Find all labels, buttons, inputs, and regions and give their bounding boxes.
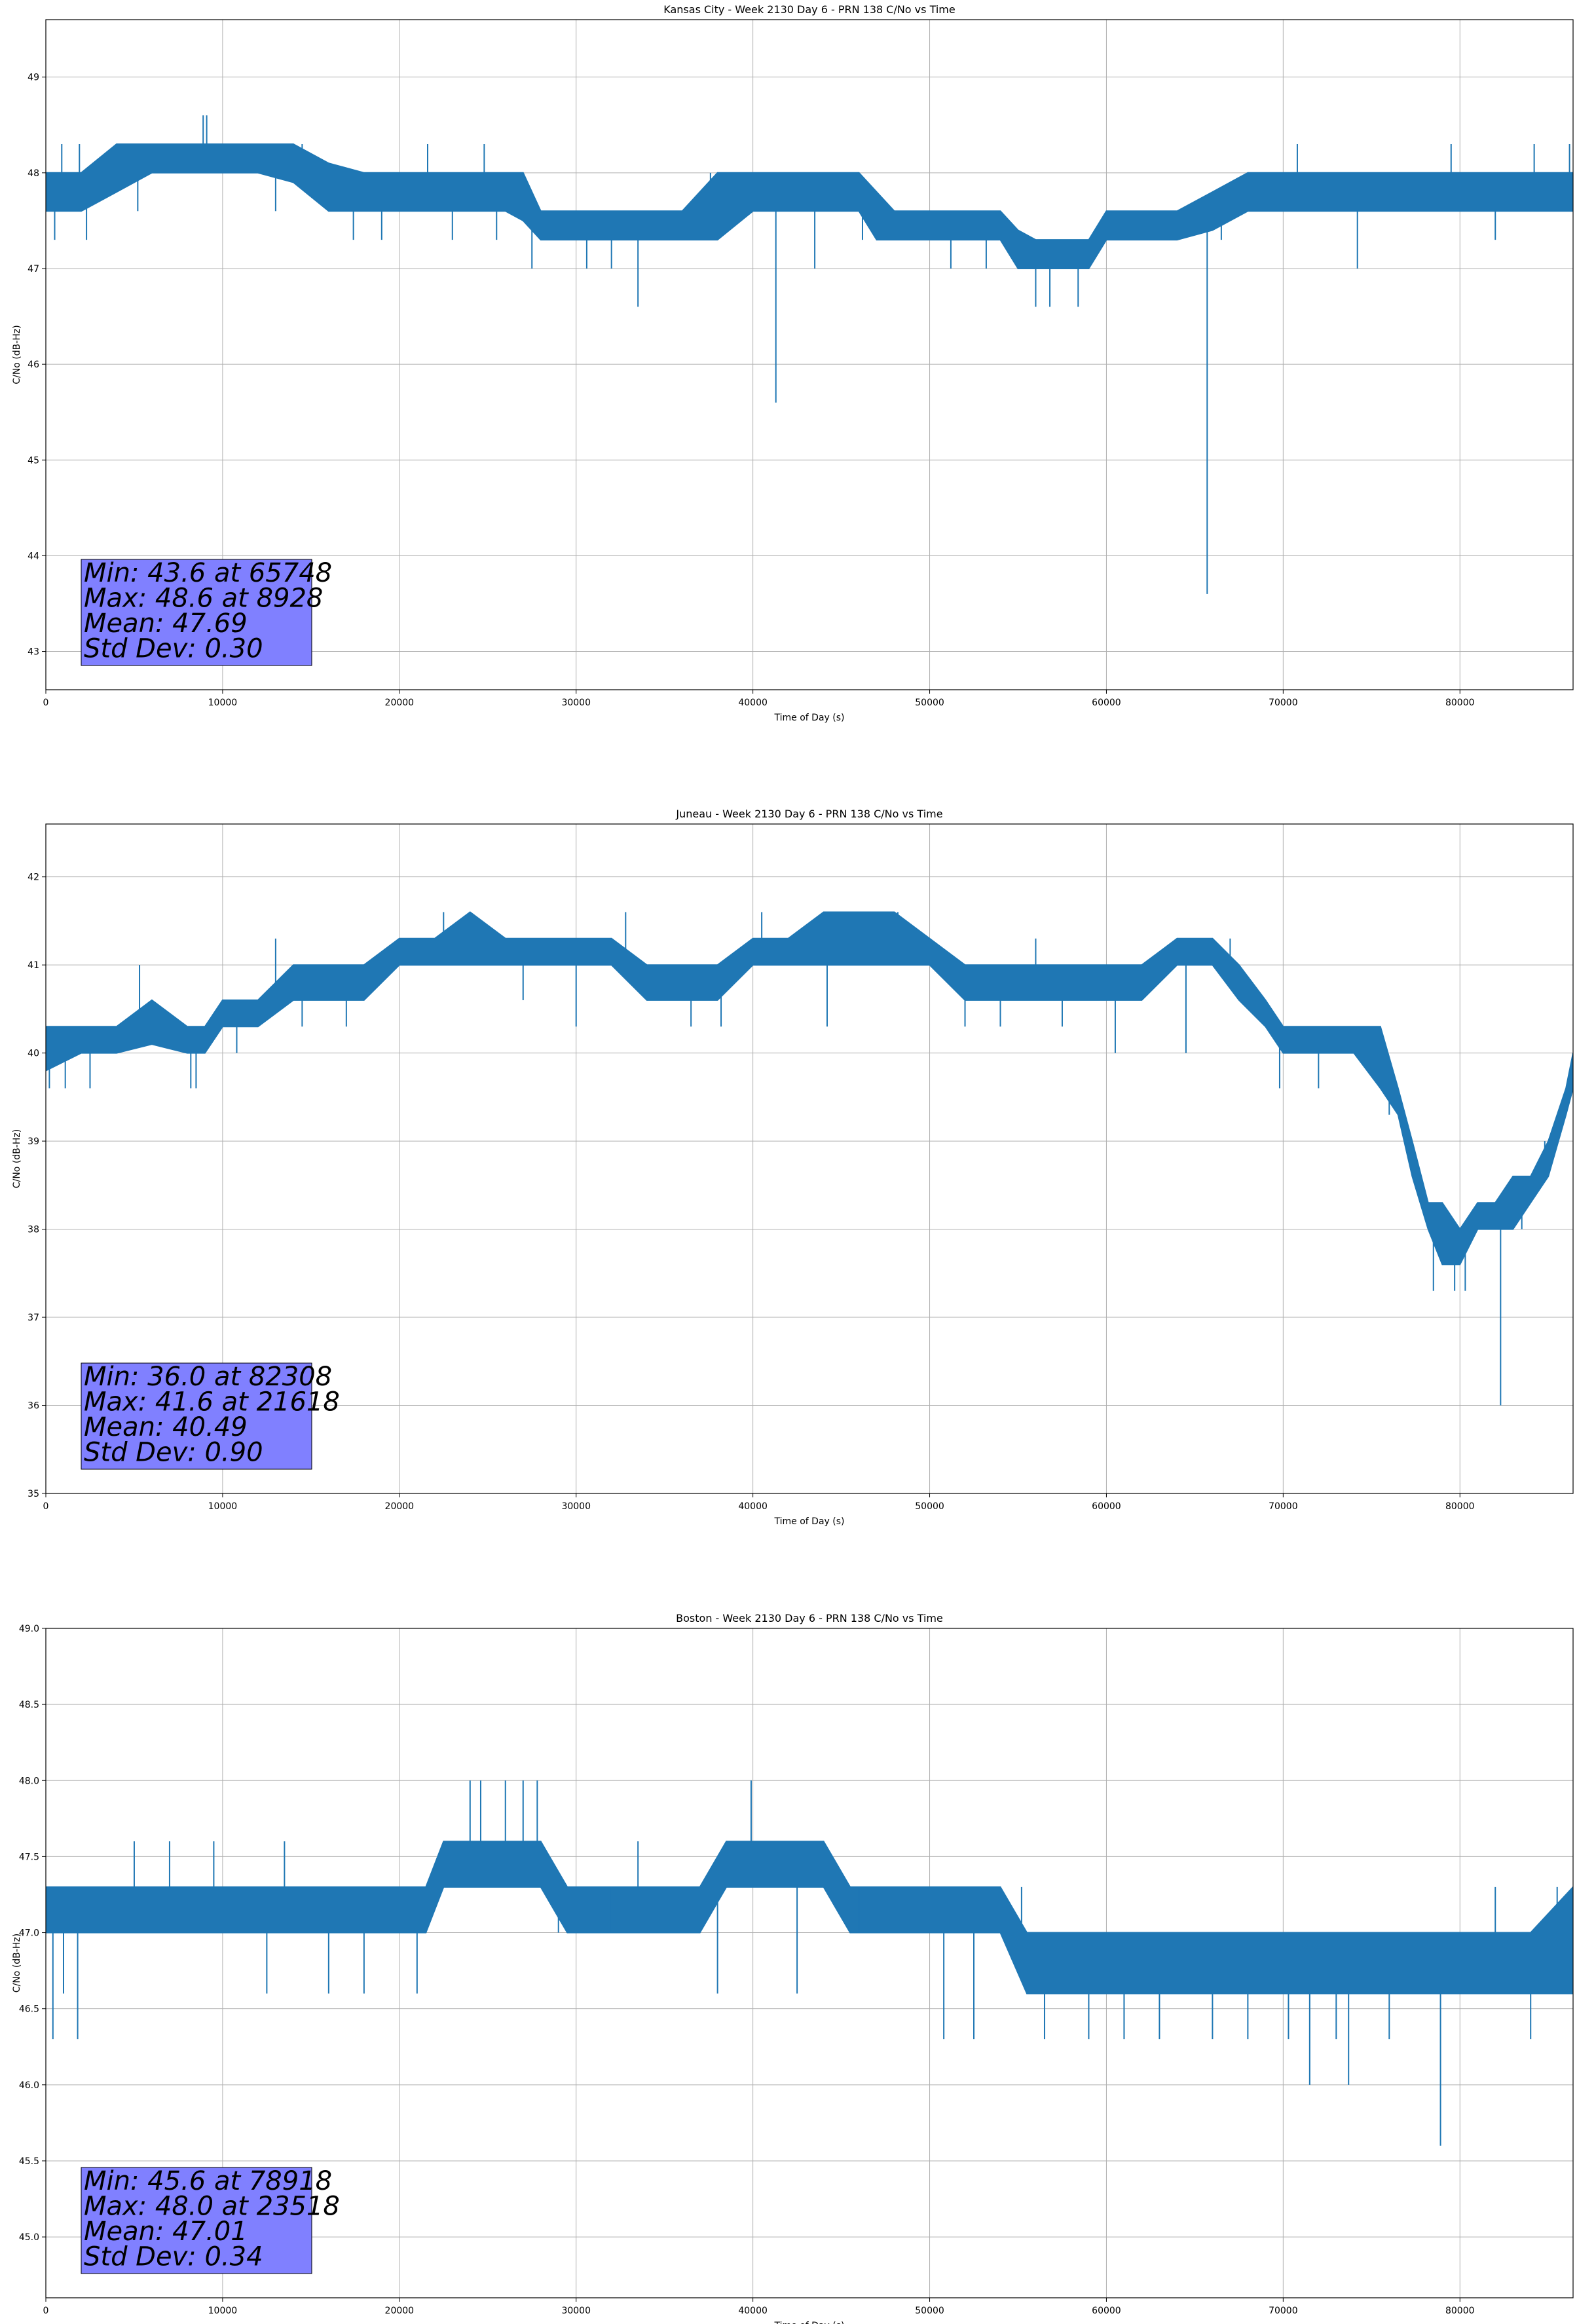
stats-line: Max: 48.6 at 8928 — [84, 584, 323, 614]
stats-line: Min: 43.6 at 65748 — [84, 558, 332, 588]
chart-title: Juneau - Week 2130 Day 6 - PRN 138 C/No … — [675, 808, 942, 820]
y-tick-label: 49.0 — [19, 1624, 39, 1634]
x-tick-label: 70000 — [1269, 698, 1298, 708]
x-tick-label: 30000 — [561, 1501, 591, 1512]
x-tick-label: 60000 — [1092, 2306, 1121, 2316]
y-tick-label: 48.5 — [19, 1700, 39, 1710]
x-tick-label: 80000 — [1445, 2306, 1475, 2316]
stats-line: Min: 45.6 at 78918 — [84, 2166, 332, 2196]
stats-box — [81, 1362, 312, 1470]
x-tick-label: 70000 — [1269, 2306, 1298, 2316]
y-tick-label: 42 — [28, 872, 39, 883]
x-tick-label: 0 — [43, 1501, 49, 1512]
y-tick-label: 47.0 — [19, 1928, 39, 1939]
x-tick-label: 10000 — [208, 698, 238, 708]
stats-line: Std Dev: 0.34 — [84, 2242, 263, 2272]
y-tick-label: 40 — [28, 1049, 39, 1059]
x-tick-label: 50000 — [915, 2306, 944, 2316]
x-tick-label: 30000 — [561, 698, 591, 708]
x-tick-label: 20000 — [385, 1501, 415, 1512]
y-tick-label: 35 — [28, 1489, 39, 1499]
cno-band — [46, 911, 1573, 1265]
x-axis-label: Time of Day (s) — [774, 2321, 845, 2324]
y-tick-label: 45.0 — [19, 2232, 39, 2243]
cno-band — [46, 1841, 1573, 1995]
x-tick-label: 0 — [43, 2306, 49, 2316]
axes-frame — [45, 19, 1574, 690]
y-tick-label: 47.5 — [19, 1852, 39, 1862]
chart-title: Boston - Week 2130 Day 6 - PRN 138 C/No … — [676, 1612, 943, 1624]
x-axis-label: Time of Day (s) — [774, 713, 845, 723]
x-tick-label: 50000 — [915, 1501, 944, 1512]
y-tick-label: 46.0 — [19, 2080, 39, 2091]
y-axis-label: C/No (dB-Hz) — [12, 325, 22, 384]
chart-title: Kansas City - Week 2130 Day 6 - PRN 138 … — [663, 3, 955, 16]
stats-line: Min: 36.0 at 82308 — [84, 1362, 332, 1392]
x-axis-label: Time of Day (s) — [774, 1516, 845, 1527]
chart-panel-1: Kansas City - Week 2130 Day 6 - PRN 138 … — [12, 3, 1574, 723]
cno-series — [46, 911, 1573, 1406]
y-tick-label: 43 — [28, 647, 39, 658]
y-tick-label: 48.0 — [19, 1776, 39, 1786]
y-tick-label: 47 — [28, 264, 39, 274]
y-tick-label: 36 — [28, 1401, 39, 1412]
chart-panel-2: Juneau - Week 2130 Day 6 - PRN 138 C/No … — [12, 808, 1574, 1527]
x-tick-label: 10000 — [208, 1501, 238, 1512]
x-tick-label: 10000 — [208, 2306, 238, 2316]
y-tick-label: 45.5 — [19, 2156, 39, 2167]
x-tick-label: 60000 — [1092, 1501, 1121, 1512]
x-tick-label: 50000 — [915, 698, 944, 708]
stats-line: Max: 41.6 at 21618 — [84, 1387, 340, 1417]
stats-line: Mean: 40.49 — [84, 1412, 248, 1442]
axes-frame — [45, 1628, 1574, 2298]
y-tick-label: 37 — [28, 1313, 39, 1323]
stats-box — [81, 2167, 312, 2274]
y-axis-label: C/No (dB-Hz) — [12, 1129, 22, 1188]
x-tick-label: 80000 — [1445, 1501, 1475, 1512]
chart-panel-3: Boston - Week 2130 Day 6 - PRN 138 C/No … — [12, 1612, 1574, 2324]
x-tick-label: 70000 — [1269, 1501, 1298, 1512]
stats-line: Mean: 47.01 — [84, 2217, 248, 2247]
cno-series — [46, 115, 1573, 594]
axes-frame — [45, 823, 1574, 1494]
x-tick-label: 40000 — [738, 698, 768, 708]
stats-box — [81, 559, 312, 666]
y-tick-label: 41 — [28, 960, 39, 971]
stats-line: Std Dev: 0.90 — [84, 1438, 263, 1468]
stats-line: Mean: 47.69 — [84, 609, 248, 639]
y-tick-label: 46 — [28, 360, 39, 370]
stats-line: Max: 48.0 at 23518 — [84, 2192, 340, 2222]
x-tick-label: 80000 — [1445, 698, 1475, 708]
cno-series — [46, 1780, 1573, 2146]
x-tick-label: 20000 — [385, 2306, 415, 2316]
stats-line: Std Dev: 0.30 — [84, 634, 263, 664]
x-tick-label: 30000 — [561, 2306, 591, 2316]
y-tick-label: 38 — [28, 1225, 39, 1235]
y-axis-label: C/No (dB-Hz) — [12, 1934, 22, 1993]
y-tick-label: 39 — [28, 1136, 39, 1147]
y-tick-label: 44 — [28, 551, 39, 561]
y-tick-label: 48 — [28, 168, 39, 179]
x-tick-label: 40000 — [738, 1501, 768, 1512]
x-tick-label: 60000 — [1092, 698, 1121, 708]
y-tick-label: 49 — [28, 73, 39, 83]
x-tick-label: 40000 — [738, 2306, 768, 2316]
y-tick-label: 46.5 — [19, 2004, 39, 2015]
y-tick-label: 45 — [28, 455, 39, 466]
x-tick-label: 0 — [43, 698, 49, 708]
cno-band — [46, 143, 1573, 269]
x-tick-label: 20000 — [385, 698, 415, 708]
